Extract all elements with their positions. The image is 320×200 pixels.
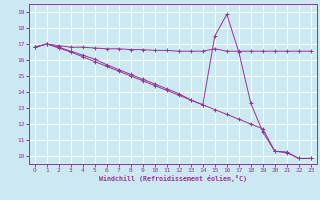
X-axis label: Windchill (Refroidissement éolien,°C): Windchill (Refroidissement éolien,°C) bbox=[99, 175, 247, 182]
